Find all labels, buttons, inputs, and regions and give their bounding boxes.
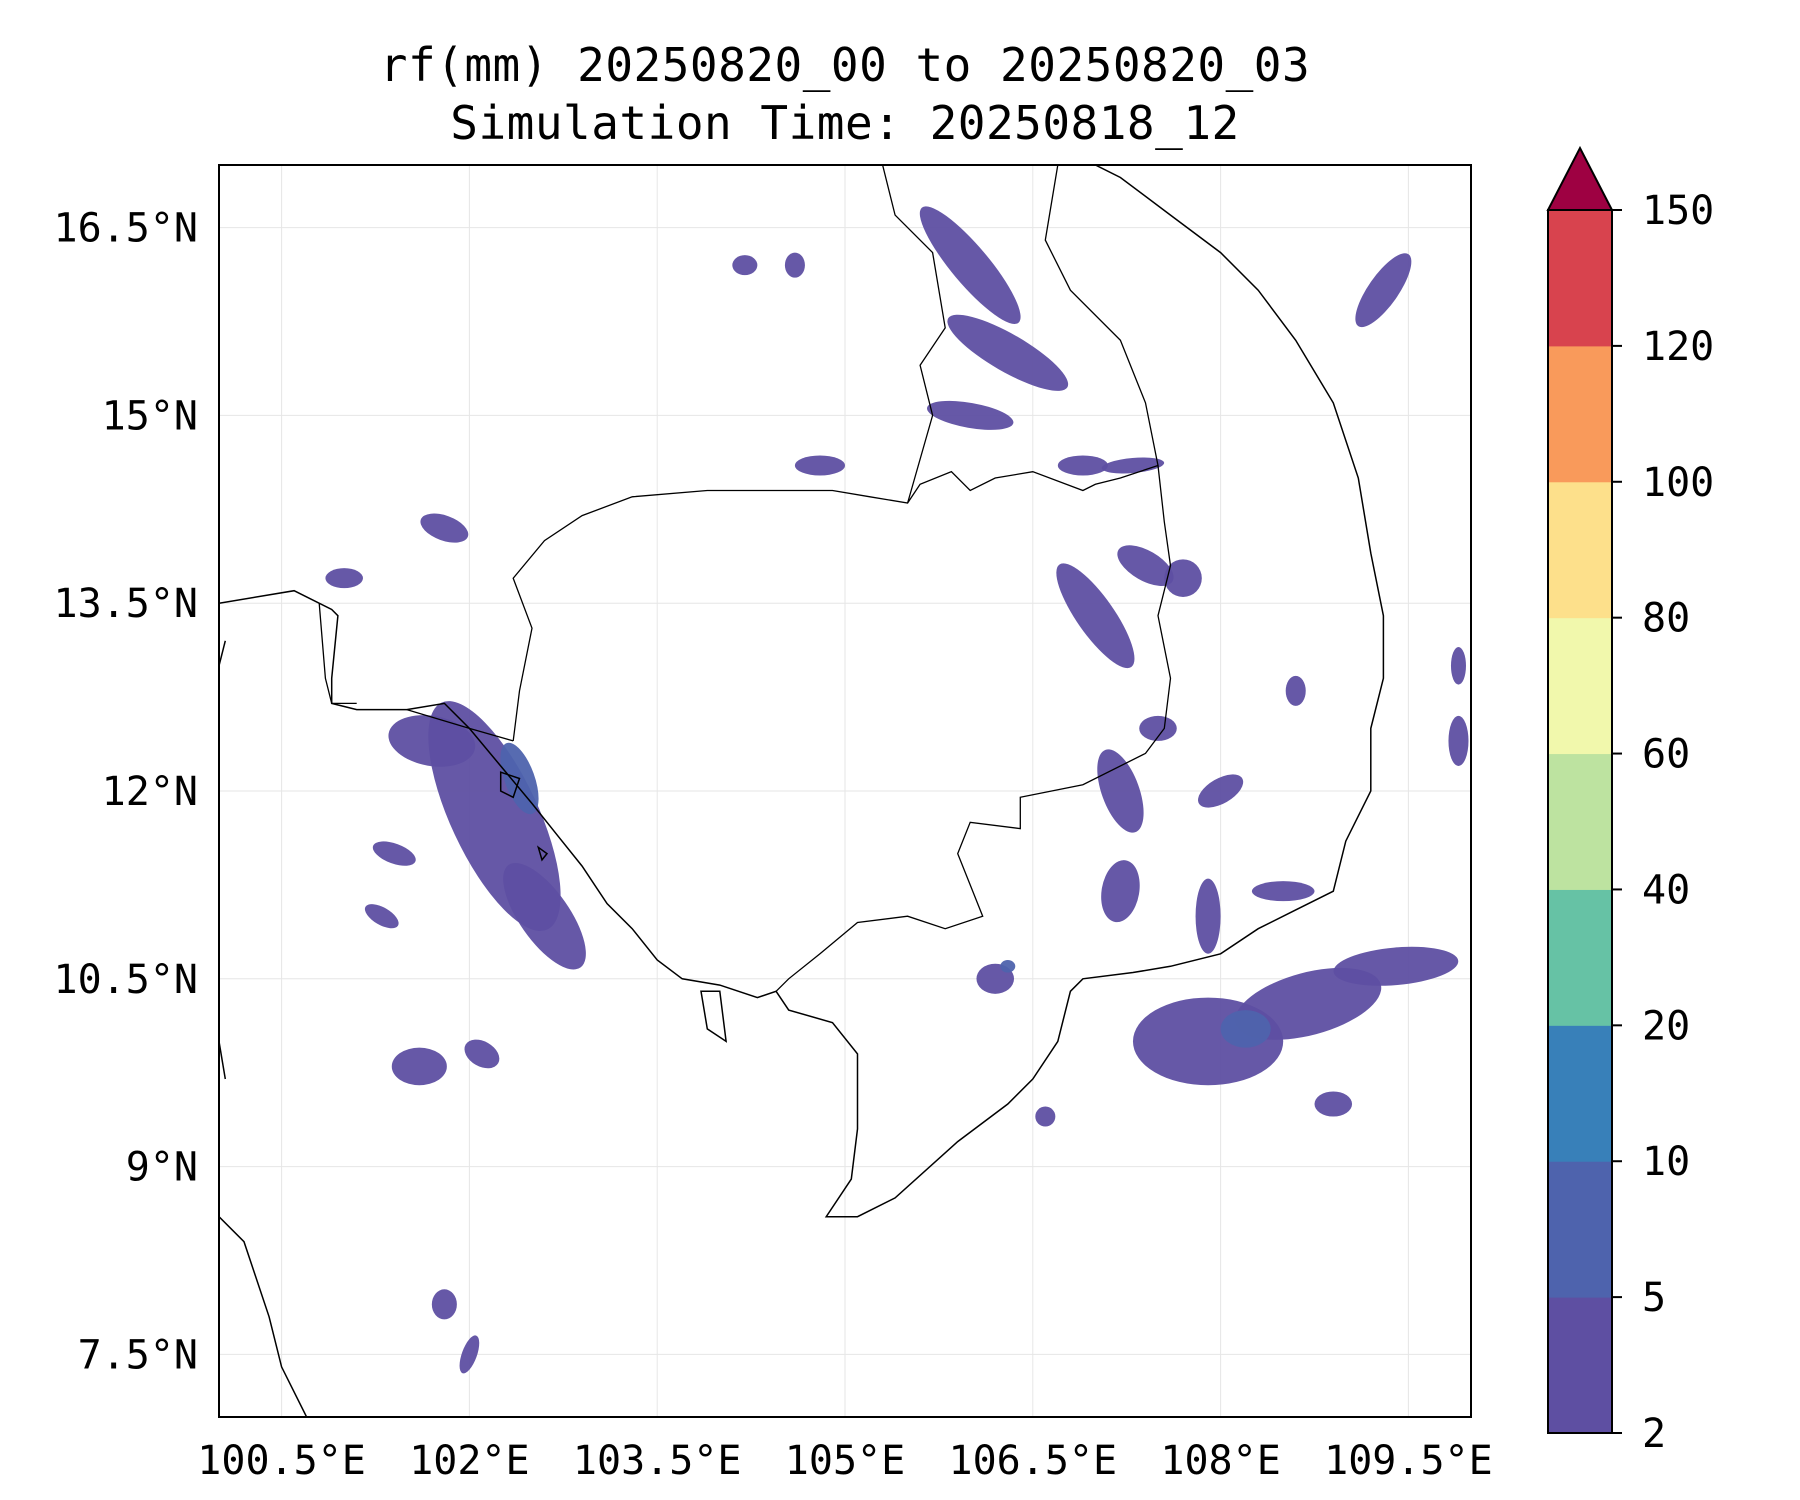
country-border bbox=[406, 708, 514, 742]
rain-cell bbox=[325, 568, 363, 589]
rain-cell bbox=[794, 455, 846, 476]
rain-cell bbox=[926, 400, 1014, 430]
colorbar-frame bbox=[1547, 209, 1613, 1434]
rain-cell bbox=[947, 314, 1069, 391]
colorbar-label: 100 bbox=[1642, 460, 1714, 506]
rain-cell bbox=[1355, 253, 1412, 328]
colorbar-segment bbox=[1548, 345, 1612, 483]
rain-cell bbox=[1251, 881, 1315, 902]
x-tick-label: 108°E bbox=[1160, 1438, 1280, 1484]
y-tick-label: 16.5°N bbox=[54, 206, 199, 252]
y-tick-label: 12°N bbox=[102, 769, 198, 815]
y-tick-label: 13.5°N bbox=[54, 581, 199, 627]
country-border bbox=[1044, 165, 1159, 466]
rain-cell bbox=[1139, 715, 1177, 741]
y-tick-label: 10.5°N bbox=[54, 957, 199, 1003]
colorbar-segment bbox=[1548, 1025, 1612, 1162]
y-tick-label: 9°N bbox=[126, 1145, 198, 1191]
colorbar: 2 5 10 20 40 60 80 100 120 150 bbox=[1546, 145, 1714, 1457]
rain-cell bbox=[364, 904, 399, 929]
colorbar-segment bbox=[1548, 1297, 1612, 1434]
island bbox=[536, 845, 549, 862]
rain-cell bbox=[431, 1289, 457, 1320]
rain-cell bbox=[1056, 563, 1135, 669]
rain-cell bbox=[1220, 1010, 1271, 1048]
colorbar-segment bbox=[1548, 617, 1612, 755]
rain-cell bbox=[1448, 715, 1469, 766]
colorbar-label: 120 bbox=[1642, 324, 1714, 370]
x-tick-label: 105°E bbox=[785, 1438, 905, 1484]
country-border bbox=[881, 165, 946, 504]
rain-cell bbox=[1101, 860, 1140, 923]
colorbar-segment bbox=[1548, 753, 1612, 890]
colorbar-label: 80 bbox=[1642, 596, 1690, 642]
colorbar-segment bbox=[1548, 210, 1612, 347]
x-tick-label: 100.5°E bbox=[197, 1438, 366, 1484]
rain-cell bbox=[503, 862, 586, 970]
coastline bbox=[219, 1216, 308, 1417]
rain-cell bbox=[919, 206, 1021, 324]
colorbar-label: 60 bbox=[1642, 732, 1690, 778]
gridlines bbox=[219, 165, 1471, 1417]
x-tick-label: 106.5°E bbox=[949, 1438, 1118, 1484]
coastline bbox=[219, 1041, 227, 1080]
rain-cell bbox=[1195, 878, 1221, 954]
rain-cell bbox=[1198, 774, 1244, 808]
colorbar-label: 2 bbox=[1642, 1411, 1666, 1457]
y-tick-label: 7.5°N bbox=[78, 1332, 198, 1378]
colorbar-label: 40 bbox=[1642, 867, 1690, 913]
rain-cell bbox=[1164, 559, 1202, 597]
y-axis-ticks: 16.5°N 15°N 13.5°N 12°N 10.5°N 9°N 7.5°N bbox=[54, 206, 199, 1379]
rainfall-layer bbox=[325, 206, 1469, 1374]
x-tick-label: 103.5°E bbox=[573, 1438, 742, 1484]
colorbar-segment bbox=[1548, 481, 1612, 619]
colorbar-label: 10 bbox=[1642, 1139, 1690, 1185]
rain-cell bbox=[1117, 545, 1174, 586]
rain-cell bbox=[1285, 675, 1306, 706]
x-tick-label: 109.5°E bbox=[1324, 1438, 1493, 1484]
y-tick-label: 15°N bbox=[102, 393, 198, 439]
rain-cell bbox=[1333, 946, 1459, 986]
rain-cell bbox=[372, 841, 416, 866]
rain-cell bbox=[459, 1335, 480, 1374]
rain-cell bbox=[1101, 457, 1165, 474]
x-tick-label: 102°E bbox=[409, 1438, 529, 1484]
rain-cell bbox=[388, 715, 476, 767]
rain-cell bbox=[391, 1047, 447, 1086]
rain-cell bbox=[1000, 960, 1016, 973]
rain-cell bbox=[1235, 967, 1382, 1040]
rain-cell bbox=[1314, 1091, 1353, 1117]
rain-cell bbox=[732, 255, 758, 276]
rain-cell bbox=[784, 252, 805, 278]
country-border bbox=[318, 603, 357, 705]
rain-cell bbox=[1450, 647, 1466, 685]
colorbar-extend-arrow bbox=[1546, 145, 1614, 211]
colorbar-segment bbox=[1548, 889, 1612, 1026]
figure-subtitle: Simulation Time: 20250818_12 bbox=[450, 96, 1240, 150]
rain-cell bbox=[420, 513, 469, 543]
x-axis-ticks: 100.5°E 102°E 103.5°E 105°E 106.5°E 108°E 109.… bbox=[197, 1438, 1492, 1484]
island bbox=[499, 771, 521, 799]
rain-cell bbox=[464, 1039, 500, 1069]
map-frame bbox=[218, 164, 1472, 1418]
border-layer bbox=[318, 165, 1172, 992]
colorbar-label: 20 bbox=[1642, 1003, 1690, 1049]
colorbar-label: 5 bbox=[1642, 1275, 1666, 1321]
island bbox=[700, 990, 728, 1043]
coastline bbox=[219, 640, 227, 666]
rain-cell bbox=[1057, 455, 1108, 476]
rain-cell bbox=[1035, 1106, 1056, 1127]
rain-cell bbox=[1097, 749, 1144, 833]
figure-title: rf(mm) 20250820_00 to 20250820_03 bbox=[379, 38, 1311, 92]
colorbar-label: 150 bbox=[1642, 188, 1714, 234]
colorbar-segment bbox=[1548, 1161, 1612, 1298]
country-border bbox=[512, 464, 1172, 992]
